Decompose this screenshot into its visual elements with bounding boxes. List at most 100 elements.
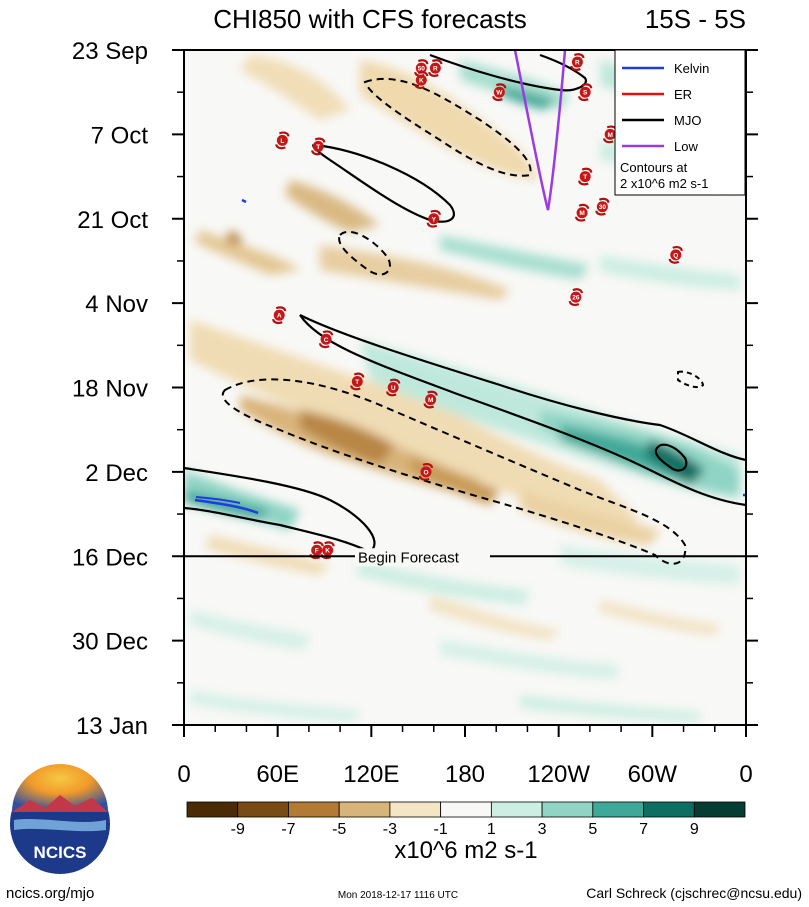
storm-id: 50 [418,66,426,73]
storm-marker: M [423,390,438,409]
colorbar-label: 7 [639,821,648,838]
y-tick-label: 30 Dec [72,629,148,656]
footer-site: ncics.org/mjo [6,885,94,902]
storm-core [579,86,591,98]
storm-core [415,62,427,74]
colorbar-swatch [237,801,289,818]
storm-core [415,74,427,86]
storm-core [576,207,588,219]
storm-core [670,249,682,261]
storm-id: K [419,78,424,85]
storm-arm [568,288,583,306]
x-tick-label: 180 [445,761,485,788]
storm-id: M [428,397,433,404]
legend-label-er: ER [674,87,692,102]
mjo-contour-positive [429,53,588,92]
legend: Kelvin ER MJO Low Contours at 2 x10^6 m2 s-… [614,49,746,196]
y-tick-label: 13 Jan [76,713,148,740]
x-axis: 0 60E 120E 180 120W 60W 0 [177,725,753,788]
colorbar-label: 5 [588,821,597,838]
x-tick-label: 0 [177,761,190,788]
logo-text: NCICS [34,843,87,862]
storm-marker: K [414,71,429,90]
storm-id: F [315,548,319,555]
storm-id: T [583,174,587,181]
storm-marker: S [578,83,593,102]
footer-author: Carl Schreck (cjschrec@ncsu.edu) [586,885,802,901]
mjo-contour-negative [222,378,687,565]
storm-arm [428,59,443,77]
storm-core [579,171,591,183]
storm-core [429,62,441,74]
mjo-contour-positive [654,443,688,472]
colorbar-swatch [186,801,239,818]
y-tick-label: 23 Sep [72,38,148,65]
storm-marker: 26 [568,288,583,306]
storm-arm [414,71,429,90]
latitude-band-label: 15S - 5S [645,4,746,34]
storm-id: C [324,337,329,344]
colorbar-swatch [693,801,746,818]
storm-arm [574,203,590,222]
storm-id: A [277,313,282,320]
colorbar: -9 -7 -5 -3 -1 1 3 5 7 9 [186,801,746,838]
storm-marker: R [570,53,585,71]
colorbar-label: -5 [332,821,346,838]
storm-core [493,86,505,98]
colorbar-swatch [338,801,391,818]
storm-marker: A [272,306,287,325]
storm-arm [311,137,326,156]
colorbar-label: 3 [538,821,547,838]
y-tick-label: 16 Dec [72,544,148,571]
colorbar-swatch [643,801,695,818]
storm-arm [320,541,335,560]
x-tick-label: 120E [343,761,399,788]
x-tick-label: 60E [256,761,299,788]
logo-mountains [12,795,108,812]
colorbar-swatch [490,801,543,818]
storm-marker: M [574,203,590,222]
footer-timestamp: Mon 2018-12-17 1116 UTC [338,890,458,901]
storm-id: R [433,66,438,73]
storm-marker: L [275,131,290,150]
y-axis: 23 Sep 7 Oct 21 Oct 4 Nov 18 Nov 2 Dec 16 Dec 3… [72,38,758,740]
storm-core [351,375,363,387]
storm-arm [423,390,438,409]
colorbar-label: -7 [281,821,295,838]
storm-arm [418,462,434,481]
mjo-contour-positive [299,314,746,462]
storm-id: U [391,385,396,392]
storm-core [320,333,332,345]
legend-label-mjo: MJO [674,113,701,128]
storm-core [420,466,432,478]
colorbar-swatch [592,801,644,818]
storm-id: M [607,132,612,139]
storm-arm [386,378,401,397]
legend-label-low: Low [674,139,698,154]
storm-core [428,213,440,225]
storm-core [273,309,285,321]
storm-id: K [325,548,330,555]
x-tick-label: 60W [628,761,678,788]
legend-note-line2: 2 x10^6 m2 s-1 [620,176,708,191]
storm-arm [668,246,683,264]
storm-marker: O [418,462,434,481]
storm-arm [578,83,593,102]
storm-marker: T [578,167,593,186]
mjo-contour-positive [299,314,746,507]
colorbar-label: -1 [434,821,448,838]
storm-marker: W [492,83,507,102]
logo-sky [12,764,108,812]
legend-note-line1: Contours at [620,160,688,175]
legend-label-kelvin: Kelvin [674,61,709,76]
colorbar-swatch [541,801,594,818]
storm-marker: C [318,330,334,349]
y-tick-label: 4 Nov [85,291,148,318]
y-tick-label: 2 Dec [85,460,148,487]
storm-arm [275,131,290,150]
storm-arm [570,53,585,71]
colorbar-label: -9 [231,821,245,838]
kelvin-contour [194,498,259,515]
mjo-contour-negative [363,77,532,177]
